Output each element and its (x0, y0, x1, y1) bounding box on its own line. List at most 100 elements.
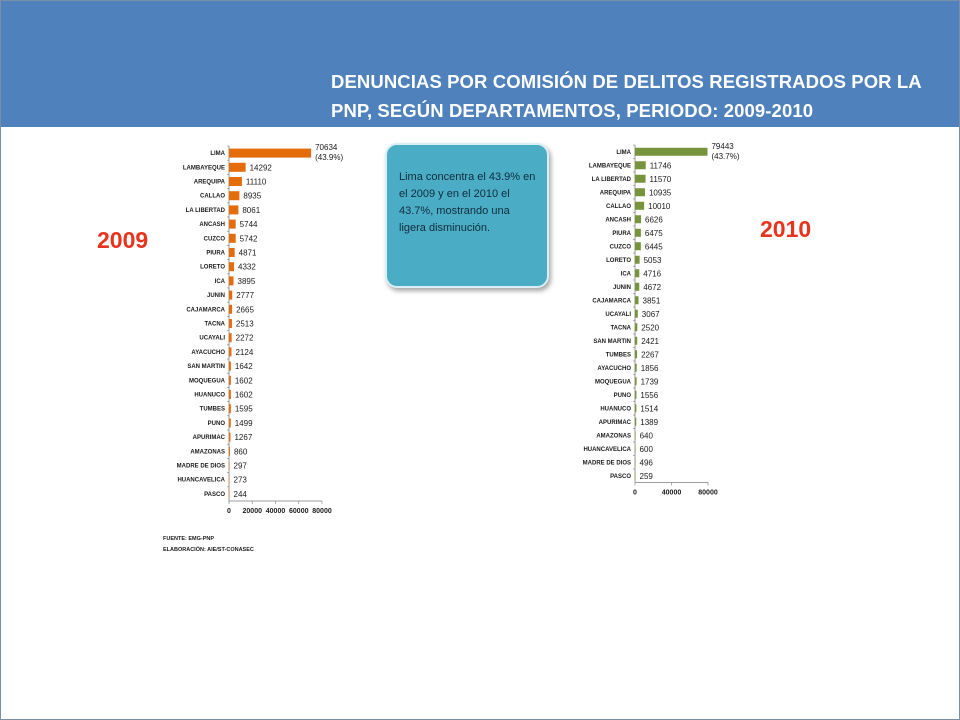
category-label-ancash: ANCASH (199, 222, 225, 228)
x-tick-label-20000: 20000 (243, 508, 263, 515)
category-label-pasco: PASCO (610, 474, 631, 480)
bar-amazonas (229, 446, 230, 456)
bar-puno (635, 390, 637, 399)
value-label-ica: 3895 (238, 277, 256, 286)
category-label-ica: ICA (215, 279, 226, 285)
value-label-tumbes: 1595 (235, 405, 253, 414)
category-label-lambayeque: LAMBAYEQUE (589, 163, 631, 169)
category-label-pasco: PASCO (204, 492, 225, 498)
x-tick-label-40000: 40000 (266, 508, 286, 515)
bar-tumbes (229, 404, 231, 414)
value-label-ucayali: 2272 (236, 334, 254, 343)
bar-lambayeque (635, 161, 646, 170)
category-label-junin: JUNIN (207, 293, 225, 299)
value-label-san-martin: 2421 (641, 337, 659, 346)
bar-amazonas (635, 431, 636, 440)
value-label-lima: 79443 (711, 142, 734, 151)
value-label-callao: 10010 (648, 202, 671, 211)
bar-piura (229, 248, 235, 257)
value-label-tacna: 2513 (236, 320, 254, 329)
value-label-madre-de-dios: 297 (234, 462, 248, 471)
category-label-tumbes: TUMBES (606, 352, 631, 358)
category-label-moquegua: MOQUEGUA (189, 378, 226, 384)
bar-tacna (635, 323, 638, 332)
value-label-huancavelica: 273 (234, 476, 248, 485)
elaboration-note: ELABORACIÓN: AIE/ST-CONASEC (163, 547, 254, 553)
category-label-huancavelica: HUANCAVELICA (583, 447, 631, 453)
value-label-puno: 1556 (640, 391, 658, 400)
value-label-moquegua: 1739 (641, 377, 659, 386)
value-label-apurimac: 1389 (640, 418, 658, 427)
bar-huancavelica (229, 475, 230, 485)
value-label-lambayeque: 14292 (250, 163, 273, 172)
value-label-ica: 4716 (643, 269, 661, 278)
source-note: FUENTE: EMG-PNP (163, 536, 215, 542)
x-tick-label-0: 0 (633, 490, 637, 497)
category-label-madre-de-dios: MADRE DE DIOS (583, 460, 631, 466)
value-label-puno: 1499 (235, 419, 253, 428)
callout-box: Lima concentra el 43.9% en el 2009 y en … (385, 143, 549, 288)
bar-moquegua (229, 375, 231, 385)
x-tick-label-80000: 80000 (312, 508, 332, 515)
value-label-junin: 4672 (643, 283, 661, 292)
value-note-lima: (43.9%) (315, 153, 343, 162)
category-label-ancash: ANCASH (605, 217, 631, 223)
value-label-la-libertad: 11570 (650, 175, 672, 184)
value-label-piura: 6475 (645, 229, 663, 238)
bar-ancash (635, 215, 642, 224)
bar-huanuco (635, 404, 637, 413)
callout-text: Lima concentra el 43.9% en el 2009 y en … (399, 171, 536, 234)
category-label-la-libertad: LA LIBERTAD (186, 208, 226, 214)
value-label-san-martin: 1642 (235, 362, 253, 371)
bar-ica (229, 276, 234, 286)
category-label-apurimac: APURIMAC (193, 435, 226, 441)
bar-madre-de-dios (229, 461, 230, 470)
bar-cajamarca (229, 304, 233, 314)
category-label-lima: LIMA (616, 150, 631, 156)
bar-tacna (229, 319, 232, 328)
category-label-arequipa: AREQUIPA (194, 180, 226, 186)
bar-callao (635, 201, 645, 210)
value-label-pasco: 244 (234, 490, 248, 499)
bar-loreto (229, 262, 235, 272)
value-label-amazonas: 860 (234, 447, 248, 456)
category-label-huanuco: HUANUCO (600, 406, 631, 412)
value-label-ayacucho: 2124 (235, 348, 253, 357)
value-label-amazonas: 640 (640, 431, 654, 440)
category-label-apurimac: APURIMAC (599, 420, 632, 426)
category-label-loreto: LORETO (200, 265, 225, 271)
bar-pasco (229, 489, 230, 499)
category-label-moquegua: MOQUEGUA (595, 379, 632, 385)
category-label-madre-de-dios: MADRE DE DIOS (177, 464, 225, 470)
category-label-amazonas: AMAZONAS (596, 433, 631, 439)
bar-chart-2010: LIMA 79443(43.7%) LAMBAYEQUE 11746 LA LIBERT… (583, 142, 740, 497)
category-label-arequipa: AREQUIPA (600, 190, 632, 196)
category-label-huanuco: HUANUCO (194, 393, 225, 399)
bar-junin (229, 290, 233, 300)
category-label-cuzco: CUZCO (204, 236, 226, 242)
bar-ayacucho (635, 363, 637, 372)
value-note-lima: (43.7%) (711, 152, 739, 161)
value-label-lambayeque: 11746 (650, 161, 672, 170)
category-label-cuzco: CUZCO (610, 244, 632, 250)
bar-huanuco (229, 390, 231, 399)
category-label-callao: CALLAO (606, 204, 631, 210)
title-line-2: PNP, SEGÚN DEPARTAMENTOS, PERIODO: 2009-… (331, 100, 814, 121)
bar-callao (229, 191, 240, 201)
value-label-loreto: 4332 (238, 263, 256, 272)
x-tick-label-60000: 60000 (289, 508, 309, 515)
year-label-2010: 2010 (760, 216, 812, 242)
category-label-tacna: TACNA (610, 325, 631, 331)
bar-huancavelica (635, 444, 636, 453)
category-label-ucayali: UCAYALI (199, 336, 225, 342)
category-label-san-martin: SAN MARTIN (187, 364, 225, 370)
category-label-lambayeque: LAMBAYEQUE (183, 165, 225, 171)
bar-arequipa (229, 177, 242, 186)
bar-pasco (635, 471, 636, 480)
category-label-puno: PUNO (208, 421, 226, 427)
bar-cuzco (635, 242, 641, 251)
bar-la-libertad (229, 205, 239, 215)
value-label-huancavelica: 600 (640, 445, 654, 454)
value-label-lima: 70634 (315, 143, 338, 152)
bar-apurimac (635, 417, 637, 426)
